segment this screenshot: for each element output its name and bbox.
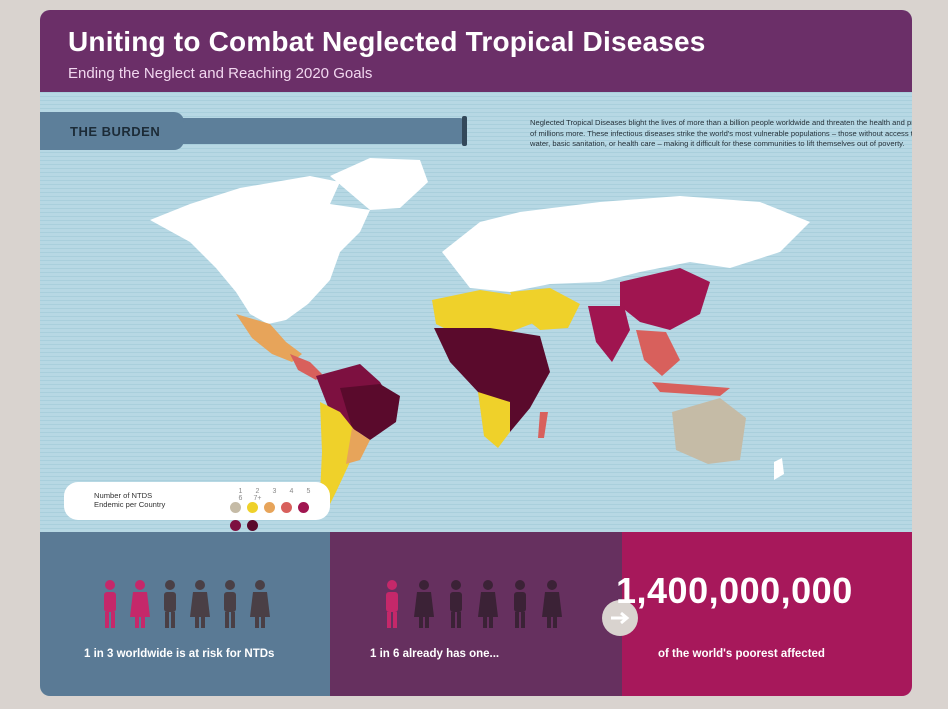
person-icon	[414, 580, 434, 628]
legend-swatch	[247, 502, 258, 513]
risk-text: 1 in 3 worldwide is at risk for NTDs	[84, 648, 275, 660]
legend-swatch	[230, 520, 241, 531]
affected-panel: of the world's poorest affected	[622, 532, 912, 696]
legend-num: 2	[255, 488, 260, 495]
has-ntd-text: 1 in 6 already has one...	[370, 648, 500, 660]
legend-num: 6	[238, 495, 243, 502]
ntd-legend: Number of NTDS Endemic per Country 1 2 3 4 5…	[64, 482, 330, 531]
mexico-shape	[236, 314, 302, 362]
eurasia-shape	[442, 196, 810, 292]
affected-number: 1,400,000,000	[616, 570, 853, 611]
person-icon	[224, 580, 236, 628]
southeast-asia-shape	[636, 330, 680, 376]
risk-people-icons	[104, 580, 270, 628]
page-subtitle: Ending the Neglect and Reaching 2020 Goa…	[68, 65, 373, 82]
risk-panel: 1 in 3 worldwide is at risk for NTDs	[40, 532, 330, 696]
burden-intro-text: Neglected Tropical Diseases blight the l…	[530, 118, 912, 148]
legend-swatch	[264, 502, 275, 513]
greenland-shape	[330, 158, 428, 210]
person-icon	[514, 580, 526, 628]
india-shape	[588, 306, 630, 362]
has-ntd-people-icons	[386, 580, 562, 628]
indonesia-shape	[652, 382, 730, 396]
south-america-east	[346, 428, 370, 464]
legend-title-line1: Number of NTDS	[94, 491, 153, 500]
legend-swatch	[247, 520, 258, 531]
south-america-south	[320, 402, 356, 512]
legend-title-line2: Endemic per Country	[94, 500, 166, 509]
legend-num: 3	[272, 488, 277, 495]
world-map	[150, 158, 810, 512]
legend-num: 4	[289, 488, 294, 495]
legend-swatches	[230, 500, 330, 536]
africa-central	[434, 328, 550, 432]
legend-num: 5	[306, 488, 311, 495]
burden-label: THE BURDEN	[70, 124, 161, 139]
new-zealand-shape	[774, 458, 784, 480]
person-icon	[130, 580, 150, 628]
person-icon	[104, 580, 116, 628]
brazil-shape	[340, 384, 400, 440]
legend-swatch	[298, 502, 309, 513]
person-icon	[542, 580, 562, 628]
legend-swatch	[230, 502, 241, 513]
legend-title: Number of NTDS Endemic per Country	[94, 491, 165, 509]
person-icon	[450, 580, 462, 628]
china-shape	[620, 268, 710, 330]
person-icon	[190, 580, 210, 628]
legend-num: 7+	[253, 495, 262, 502]
africa-south	[478, 392, 510, 448]
madagascar-shape	[538, 412, 548, 438]
person-icon	[250, 580, 270, 628]
burden-bar-cap	[462, 116, 467, 146]
infographic-frame: Uniting to Combat Neglected Tropical Dis…	[40, 10, 912, 696]
stats-strip: 1 in 3 worldwide is at risk for NTDs 1 i…	[40, 532, 912, 696]
legend-num: 1	[238, 488, 243, 495]
arrow-right-icon	[602, 600, 638, 636]
central-america-shape	[290, 354, 322, 380]
australia-shape	[672, 398, 746, 464]
legend-swatch	[281, 502, 292, 513]
page-title: Uniting to Combat Neglected Tropical Dis…	[68, 26, 706, 57]
has-ntd-panel: 1 in 6 already has one...	[330, 532, 622, 696]
map-area	[40, 92, 912, 532]
legend-numbers: 1 2 3 4 5 6 7+	[232, 488, 330, 502]
affected-caption: of the world's poorest affected	[658, 648, 825, 660]
north-america-shape	[150, 176, 370, 324]
africa-north	[432, 290, 536, 336]
person-icon	[386, 580, 398, 628]
burden-tag	[40, 112, 184, 150]
person-icon	[164, 580, 176, 628]
header-banner: Uniting to Combat Neglected Tropical Dis…	[40, 10, 912, 92]
burden-section-tab: THE BURDEN	[40, 112, 467, 156]
person-icon	[478, 580, 498, 628]
